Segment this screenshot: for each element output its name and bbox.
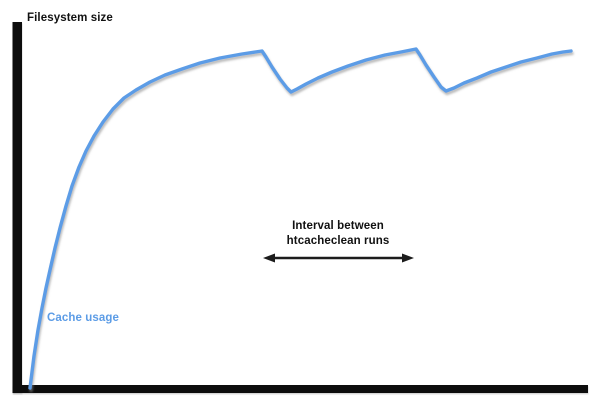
y-axis	[12, 22, 22, 393]
filesystem-size-label: Filesystem size	[27, 12, 113, 24]
cache-usage-curve	[28, 47, 573, 390]
interval-label-line1: Interval between	[292, 220, 384, 232]
cache-usage-label: Cache usage	[47, 312, 120, 324]
x-axis	[12, 385, 588, 393]
arrow-right-head-icon	[402, 253, 414, 263]
interval-label: Interval between htcacheclean runs	[248, 219, 428, 249]
interval-label-line2: htcacheclean runs	[286, 235, 390, 247]
arrow-left-head-icon	[263, 253, 275, 263]
interval-arrow	[263, 253, 414, 263]
